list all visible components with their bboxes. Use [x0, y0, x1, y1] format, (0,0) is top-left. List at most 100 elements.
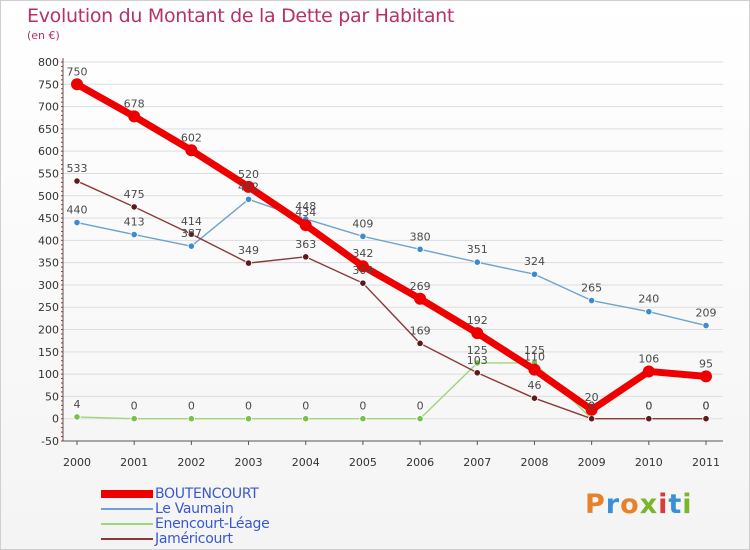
data-point-enencourt-leage: [359, 415, 367, 423]
y-tick-label: 50: [45, 390, 59, 403]
data-label-boutencourt: 678: [124, 97, 145, 110]
y-tick-label: 400: [38, 234, 59, 247]
y-tick-label: 650: [38, 123, 59, 136]
data-point-le-vaumain: [359, 232, 367, 240]
data-point-boutencourt: [356, 260, 369, 273]
data-label-le-vaumain: 351: [467, 243, 488, 256]
data-label-boutencourt: 520: [238, 168, 259, 181]
proxiti-logo[interactable]: Proxiti: [585, 489, 693, 520]
data-label-le-vaumain: 409: [352, 217, 373, 230]
data-label-enencourt-leage: 4: [74, 398, 81, 411]
legend-swatch: [101, 490, 153, 498]
data-labels: 440 413 387 492 448 409 380 351 324 265 240 209 4 0 0 0…: [67, 65, 717, 412]
data-label-jamericourt: 533: [67, 162, 88, 175]
y-tick-label: 550: [38, 167, 59, 180]
data-point-le-vaumain: [416, 245, 424, 253]
x-tick-label: 2000: [63, 456, 91, 469]
data-label-jamericourt: 349: [238, 244, 259, 257]
data-point-enencourt-leage: [244, 415, 253, 423]
data-label-jamericourt: 0: [588, 400, 595, 413]
data-point-le-vaumain: [187, 242, 195, 250]
data-label-boutencourt: 434: [295, 206, 316, 219]
legend-swatch: [101, 508, 153, 510]
data-label-boutencourt: 269: [410, 280, 431, 293]
series-line-jamericourt: [76, 180, 707, 420]
data-label-enencourt-leage: 0: [131, 400, 138, 413]
series-group: [71, 78, 712, 423]
data-point-boutencourt: [700, 370, 712, 383]
data-label-boutencourt: 192: [467, 314, 488, 327]
data-label-boutencourt: 106: [638, 352, 659, 365]
x-tick-label: 2001: [120, 456, 148, 469]
series-line-boutencourt: [73, 80, 710, 414]
data-point-le-vaumain: [473, 258, 481, 266]
data-label-le-vaumain: 448: [295, 200, 316, 213]
data-point-le-vaumain: [130, 230, 138, 239]
data-label-le-vaumain: 440: [67, 204, 88, 217]
data-label-enencourt-leage: 0: [188, 400, 195, 413]
data-point-jamericourt: [473, 369, 481, 377]
logo-letter: x: [639, 489, 659, 520]
legend-swatch: [101, 538, 153, 540]
x-tick-label: 2006: [406, 456, 434, 469]
legend-label: Le Vaumain: [155, 501, 234, 517]
logo-letter: o: [620, 489, 640, 520]
data-label-enencourt-leage: 0: [417, 400, 424, 413]
data-point-enencourt-leage: [73, 413, 81, 421]
data-label-le-vaumain: 265: [581, 282, 602, 295]
legend-swatch: [101, 523, 153, 525]
logo-letter: t: [668, 489, 683, 520]
data-point-jamericourt: [359, 279, 367, 287]
x-tick-label: 2002: [177, 456, 205, 469]
data-label-le-vaumain: 413: [124, 216, 145, 229]
y-tick-label: 300: [38, 279, 59, 292]
y-tick-label: 600: [38, 145, 59, 158]
data-label-enencourt-leage: 0: [245, 400, 252, 413]
chart-title: Evolution du Montant de la Dette par Hab…: [27, 5, 455, 27]
y-tick-label: 450: [38, 212, 59, 225]
data-point-boutencourt: [71, 78, 83, 91]
data-point-jamericourt: [588, 415, 596, 423]
data-point-le-vaumain: [244, 195, 253, 203]
legend-label: Enencourt-Léage: [155, 516, 270, 532]
data-point-le-vaumain: [702, 321, 710, 330]
data-label-le-vaumain: 240: [638, 293, 659, 306]
data-point-boutencourt: [471, 327, 484, 340]
data-point-jamericourt: [244, 259, 253, 267]
data-label-le-vaumain: 324: [524, 255, 545, 268]
logo-letter: i: [658, 489, 669, 520]
data-label-jamericourt: 304: [352, 264, 373, 277]
series-line-le-vaumain: [76, 198, 707, 327]
data-point-jamericourt: [73, 177, 81, 185]
data-label-enencourt-leage: 0: [588, 400, 595, 413]
data-point-boutencourt: [585, 403, 598, 416]
chart-unit: (en €): [27, 29, 60, 42]
data-point-jamericourt: [702, 415, 710, 423]
data-label-jamericourt: 363: [295, 238, 316, 251]
data-point-jamericourt: [130, 203, 138, 211]
logo-letter: i: [682, 489, 693, 520]
data-label-enencourt-leage: 125: [467, 344, 488, 357]
data-label-enencourt-leage: 125: [524, 344, 545, 357]
axes: 8007507006506005505004504003503002502001…: [38, 56, 723, 469]
data-point-boutencourt: [242, 180, 255, 193]
data-label-enencourt-leage: 0: [359, 400, 366, 413]
x-tick-label: 2003: [235, 456, 263, 469]
y-tick-label: 800: [38, 56, 59, 69]
data-label-enencourt-leage: 0: [302, 400, 309, 413]
data-label-boutencourt: 95: [699, 357, 713, 370]
x-tick-label: 2004: [292, 456, 320, 469]
x-tick-label: 2008: [520, 456, 548, 469]
data-label-jamericourt: 475: [124, 188, 145, 201]
data-label-le-vaumain: 380: [410, 230, 431, 243]
data-label-le-vaumain: 209: [696, 307, 717, 320]
data-label-jamericourt: 169: [410, 324, 431, 337]
data-label-enencourt-leage: 0: [703, 400, 710, 413]
y-tick-label: 150: [38, 346, 59, 359]
data-label-boutencourt: 342: [352, 247, 373, 260]
y-tick-label: -50: [41, 435, 59, 448]
data-point-jamericourt: [187, 230, 195, 238]
y-tick-label: 350: [38, 257, 59, 270]
data-label-enencourt-leage: 0: [645, 400, 652, 413]
